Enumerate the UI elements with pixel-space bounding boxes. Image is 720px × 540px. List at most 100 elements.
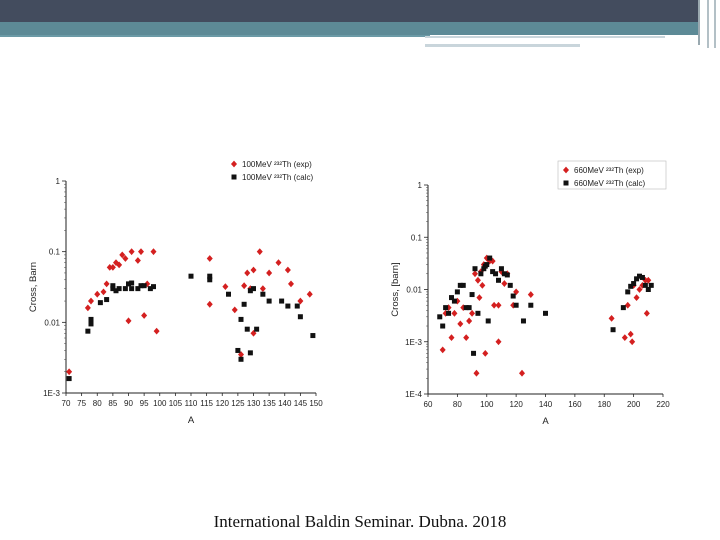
data-point-calc xyxy=(648,282,654,288)
data-point-calc xyxy=(129,286,135,292)
data-point-calc xyxy=(631,281,637,287)
data-point-exp xyxy=(241,282,248,290)
x-tick-label: 120 xyxy=(216,399,230,408)
data-point-calc xyxy=(504,272,510,278)
header-band-dark xyxy=(0,0,698,22)
data-point-calc xyxy=(294,303,300,309)
data-point-exp xyxy=(122,255,129,262)
data-point-calc xyxy=(238,316,244,322)
data-point-calc xyxy=(610,327,616,333)
data-point-calc xyxy=(513,302,519,308)
data-point-calc xyxy=(126,281,131,287)
data-point-calc xyxy=(247,350,253,356)
data-point-calc xyxy=(88,316,94,322)
data-point-exp xyxy=(448,334,455,342)
data-point-calc xyxy=(110,283,116,289)
data-point-calc xyxy=(110,286,116,292)
data-point-calc xyxy=(297,314,303,320)
data-point-calc xyxy=(451,298,457,304)
data-point-calc xyxy=(238,356,244,362)
data-point-exp xyxy=(491,301,498,309)
y-tick-label: 0.01 xyxy=(406,286,422,295)
x-tick-label: 105 xyxy=(169,399,183,408)
data-point-exp xyxy=(466,317,473,325)
data-point-exp xyxy=(138,248,144,256)
header-deco-line xyxy=(707,0,709,48)
data-point-calc xyxy=(543,310,548,316)
x-tick-label: 70 xyxy=(62,399,71,408)
data-point-exp xyxy=(106,263,113,271)
data-point-calc xyxy=(66,376,72,382)
data-point-exp xyxy=(636,286,643,293)
data-point-exp xyxy=(474,276,481,284)
data-point-calc xyxy=(637,273,642,279)
data-point-exp xyxy=(479,281,486,289)
y-tick-label: 0.01 xyxy=(44,318,60,327)
x-tick-label: 140 xyxy=(539,400,553,409)
data-point-calc xyxy=(235,347,241,353)
data-point-calc xyxy=(207,277,213,283)
legend-label: 660MeV ²³²Th (exp) xyxy=(574,166,644,175)
data-point-exp xyxy=(442,309,449,317)
data-point-exp xyxy=(469,309,476,317)
series-diamond xyxy=(66,248,313,376)
data-point-exp xyxy=(473,369,480,377)
data-point-exp xyxy=(297,297,304,305)
y-tick-label: 0.1 xyxy=(49,248,61,257)
data-point-exp xyxy=(206,255,213,262)
data-point-calc xyxy=(440,323,446,329)
data-point-calc xyxy=(634,276,640,282)
data-point-calc xyxy=(437,314,443,320)
data-point-calc xyxy=(188,273,194,279)
x-tick-label: 120 xyxy=(509,400,523,409)
scatter-chart-100mev: 70 75 80 85 90 95 100 105 110 115 120 125 130 135 140 1… xyxy=(28,155,338,426)
data-point-calc xyxy=(129,280,135,286)
header-band-teal xyxy=(0,22,698,35)
data-point-exp xyxy=(643,309,650,317)
x-tick-label: 80 xyxy=(453,400,462,409)
legend-box xyxy=(557,160,667,190)
header-deco-line xyxy=(698,0,700,45)
data-point-calc xyxy=(487,255,493,261)
data-point-exp xyxy=(116,261,123,269)
data-point-calc xyxy=(247,288,253,294)
x-tick-label: 85 xyxy=(108,399,117,408)
y-axis-label: Cross, Barn xyxy=(28,262,39,312)
data-point-exp xyxy=(153,327,160,335)
data-point-exp xyxy=(527,291,534,298)
x-tick-label: 110 xyxy=(185,399,198,408)
legend-marker-calc xyxy=(231,174,237,180)
data-point-calc xyxy=(88,321,94,327)
data-point-calc xyxy=(113,288,119,294)
x-tick-label: 220 xyxy=(656,400,670,409)
x-tick-label: 75 xyxy=(77,399,86,408)
data-point-exp xyxy=(244,269,251,277)
data-point-calc xyxy=(244,326,250,332)
x-tick-label: 145 xyxy=(294,399,308,408)
data-point-calc xyxy=(122,286,128,292)
data-point-exp xyxy=(103,280,110,288)
data-point-calc xyxy=(484,262,490,268)
data-point-calc xyxy=(498,266,504,272)
legend-label: 660MeV ²³²Th (calc) xyxy=(574,179,645,188)
data-point-exp xyxy=(489,257,496,265)
x-tick-label: 160 xyxy=(568,400,582,409)
x-tick-label: 200 xyxy=(627,400,641,409)
y-tick-label: 1 xyxy=(418,181,423,190)
x-tick-label: 135 xyxy=(262,399,276,408)
series-square xyxy=(437,255,654,356)
data-point-calc xyxy=(496,277,501,283)
data-point-exp xyxy=(519,369,525,377)
x-tick-label: 60 xyxy=(424,400,433,409)
header-deco-line xyxy=(714,0,716,48)
data-point-exp xyxy=(134,257,141,264)
data-point-calc xyxy=(639,274,645,280)
data-point-calc xyxy=(241,301,247,307)
data-point-exp xyxy=(483,254,490,262)
data-point-calc xyxy=(478,271,484,277)
data-point-exp xyxy=(284,266,291,274)
data-point-calc xyxy=(510,293,516,299)
data-point-calc xyxy=(97,300,103,306)
x-tick-label: 125 xyxy=(231,399,245,408)
data-point-calc xyxy=(446,310,452,316)
